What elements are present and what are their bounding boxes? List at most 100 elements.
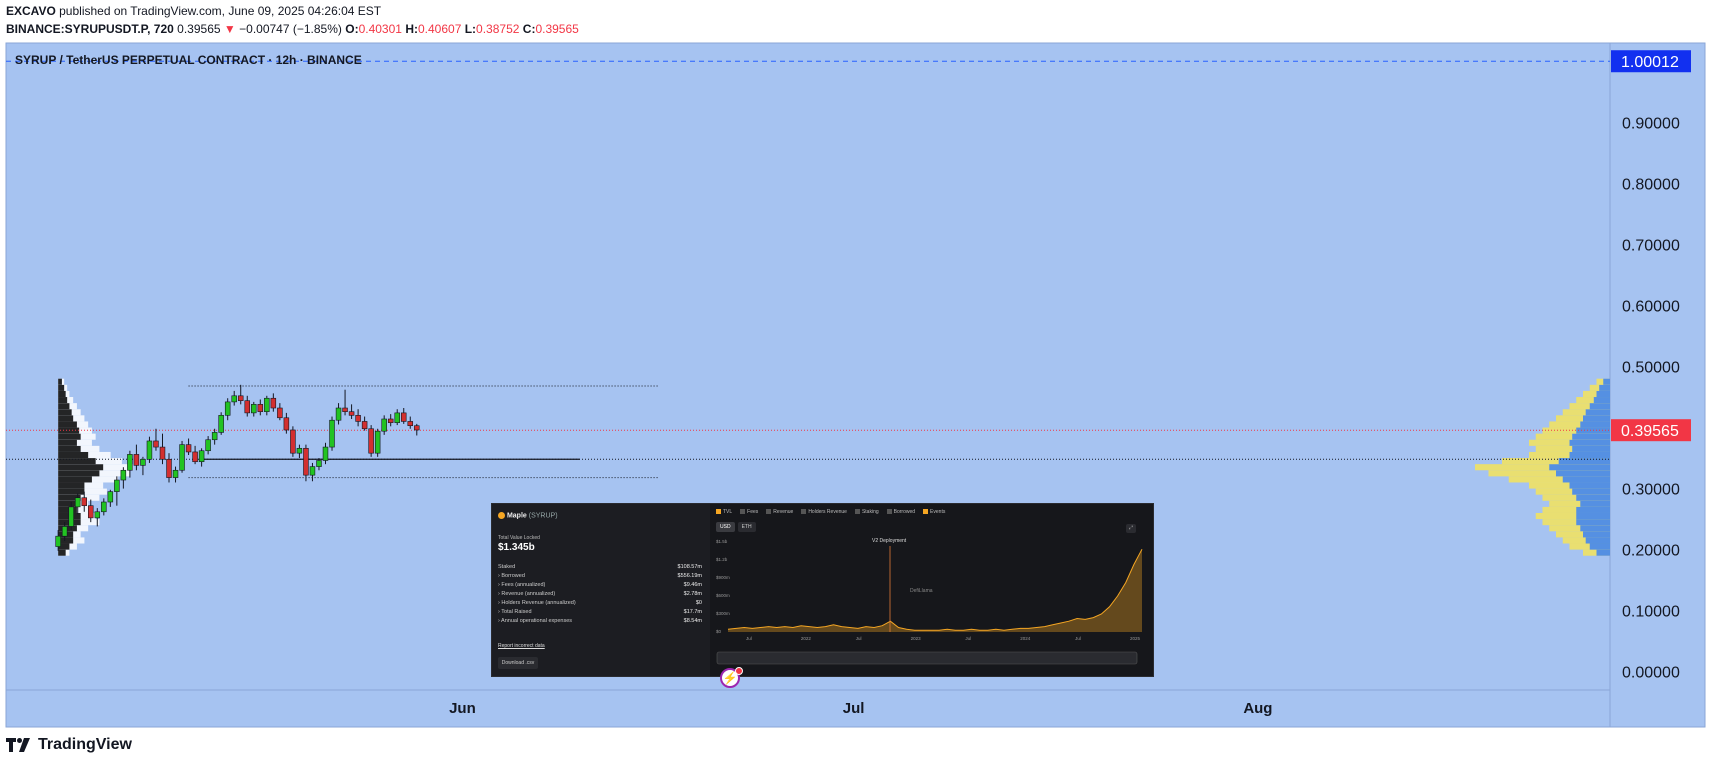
price-badge-label: 1.00012: [1621, 54, 1679, 71]
volume-bin-down: [1556, 470, 1610, 477]
candle-body: [322, 446, 329, 461]
candle-body: [114, 479, 120, 492]
inset-legend-item: Holders Revenue: [801, 509, 847, 515]
open-value: 0.40301: [358, 22, 402, 36]
candle-body: [101, 501, 107, 513]
volume-bin-down: [1593, 397, 1610, 404]
volume-bin-down: [1562, 476, 1610, 483]
price-badge: [1611, 50, 1691, 73]
volume-bin-down: [1580, 525, 1610, 532]
candle: [264, 395, 270, 416]
candle-body: [172, 469, 179, 478]
tradingview-wordmark: TradingView: [38, 736, 132, 753]
inset-stat-value: $8.54m: [683, 618, 702, 624]
x-tick-label: Jun: [449, 700, 476, 717]
candle-body: [224, 401, 231, 416]
inset-stat-label: › Borrowed: [498, 573, 525, 579]
candle: [355, 409, 361, 427]
volume-bin-down: [58, 409, 72, 416]
candles: [55, 384, 420, 551]
open-label: O:: [345, 22, 359, 36]
volume-bin-down: [1569, 439, 1610, 446]
volume-bin-down: [1569, 451, 1610, 459]
close-label: C:: [522, 22, 536, 36]
candle: [133, 444, 140, 471]
inset-annotation: V2 Deployment: [872, 538, 907, 544]
inset-x-label: Jul: [965, 636, 972, 641]
y-tick-label: 0.10000: [1622, 604, 1680, 621]
candle: [153, 428, 159, 451]
candle-body: [361, 421, 368, 430]
candle-body: [211, 432, 218, 441]
candle-body: [68, 506, 74, 527]
candle-body: [283, 417, 290, 431]
checkbox-icon: [716, 509, 721, 515]
candle: [218, 412, 224, 435]
candle: [114, 476, 120, 506]
candle-body: [88, 505, 94, 519]
candle: [361, 416, 368, 431]
checkbox-icon: [740, 509, 746, 515]
candle: [146, 436, 153, 463]
inset-stat-label: Staked: [498, 564, 516, 570]
candle-body: [374, 430, 381, 454]
candle-body: [355, 415, 361, 422]
y-tick-label: 0.60000: [1622, 298, 1680, 315]
inset-stat-label: › Holders Revenue (annualized): [498, 600, 576, 606]
candle: [309, 462, 316, 482]
inset-tvl-label: Total Value Locked: [498, 535, 540, 541]
volume-bin-down: [1558, 458, 1610, 465]
candle-body: [159, 446, 166, 460]
candle: [348, 404, 355, 419]
defillama-inset-image: Maple (SYRUP) Total Value Locked $1.345b…: [491, 503, 1154, 677]
candle-body: [55, 535, 61, 547]
volume-bin-down: [1596, 549, 1610, 556]
candle-body: [277, 407, 283, 419]
candle: [185, 438, 192, 456]
last-price: 0.39565: [177, 22, 221, 36]
publish-info: EXCAVO published on TradingView.com, Jun…: [6, 4, 381, 18]
inset-x-label: 2023: [910, 636, 921, 641]
volume-bin-down: [58, 488, 85, 495]
volume-bin-down: [58, 476, 92, 483]
volume-bin-down: [1549, 464, 1610, 471]
y-tick-label: 0.50000: [1622, 360, 1680, 377]
candle: [296, 444, 303, 459]
candle-body: [251, 404, 257, 414]
inset-stat-value: $17.7m: [683, 609, 702, 615]
high-label: H:: [405, 22, 418, 36]
candle-body: [205, 439, 211, 452]
candle-body: [185, 444, 192, 453]
x-tick-label: Jul: [843, 700, 865, 717]
inset-stat-label: › Total Raised: [498, 609, 532, 615]
candle: [68, 502, 74, 531]
candle-body: [309, 466, 316, 476]
candle-body: [257, 404, 264, 412]
inset-stat-value: $108.57m: [677, 564, 702, 570]
checkbox-icon: [766, 509, 772, 515]
candle: [140, 456, 146, 476]
time-axis[interactable]: [5, 689, 1611, 728]
candle-body: [329, 419, 335, 448]
candle-body: [198, 450, 205, 463]
inset-protocol-ticker: (SYRUP): [528, 512, 558, 520]
candle: [55, 530, 61, 551]
volume-bin-down: [58, 427, 80, 434]
candle: [205, 436, 211, 455]
volume-bin-down: [1580, 421, 1610, 428]
price-axis[interactable]: [1609, 42, 1706, 728]
candle-body: [407, 421, 414, 427]
volume-bin-down: [1589, 543, 1610, 550]
candle: [224, 398, 231, 421]
volume-bin-down: [58, 525, 77, 532]
high-value: 0.40607: [417, 22, 462, 36]
checkbox-icon: [886, 509, 892, 515]
candle-body: [414, 425, 420, 431]
y-tick-label: 0.00000: [1622, 665, 1680, 682]
candle: [414, 423, 420, 436]
volume-bin-up: [1502, 458, 1610, 465]
inset-stat-row: › Annual operational expenses $8.54m: [498, 618, 702, 624]
inset-watermark: DefiLlama: [910, 588, 933, 594]
candle: [387, 414, 394, 427]
